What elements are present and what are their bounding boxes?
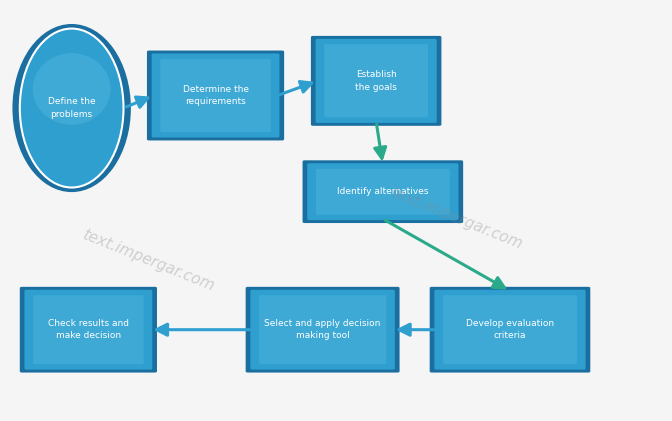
FancyBboxPatch shape — [316, 39, 437, 123]
FancyBboxPatch shape — [302, 160, 463, 223]
FancyBboxPatch shape — [161, 59, 271, 132]
Ellipse shape — [12, 24, 131, 192]
Text: Identify alternatives: Identify alternatives — [337, 187, 429, 196]
Ellipse shape — [33, 53, 111, 125]
Text: Check results and
make decision: Check results and make decision — [48, 319, 129, 341]
FancyBboxPatch shape — [24, 290, 153, 370]
FancyBboxPatch shape — [307, 163, 458, 220]
Text: text.impergar.com: text.impergar.com — [81, 227, 217, 294]
FancyBboxPatch shape — [33, 295, 144, 364]
Text: text.impergar.com: text.impergar.com — [388, 186, 525, 252]
Text: Determine the
requirements: Determine the requirements — [183, 85, 249, 106]
FancyBboxPatch shape — [311, 36, 442, 126]
FancyBboxPatch shape — [147, 51, 284, 141]
FancyBboxPatch shape — [429, 287, 590, 373]
Text: Develop evaluation
criteria: Develop evaluation criteria — [466, 319, 554, 341]
FancyBboxPatch shape — [443, 295, 577, 364]
FancyBboxPatch shape — [19, 287, 157, 373]
FancyBboxPatch shape — [434, 290, 585, 370]
Text: Select and apply decision
making tool: Select and apply decision making tool — [264, 319, 381, 341]
FancyBboxPatch shape — [251, 290, 395, 370]
FancyBboxPatch shape — [316, 169, 450, 215]
FancyBboxPatch shape — [259, 295, 386, 364]
FancyBboxPatch shape — [325, 44, 428, 117]
Ellipse shape — [19, 29, 124, 187]
Text: Establish
the goals: Establish the goals — [355, 70, 397, 92]
Text: Define the
problems: Define the problems — [48, 97, 95, 119]
FancyBboxPatch shape — [152, 53, 280, 138]
FancyBboxPatch shape — [246, 287, 400, 373]
